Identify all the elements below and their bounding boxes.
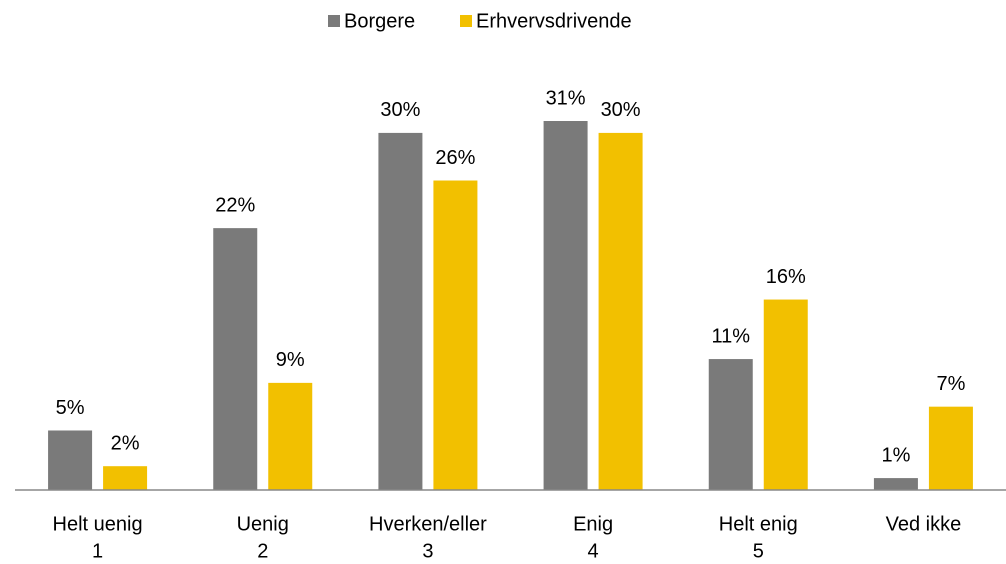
value-label: 7%	[936, 373, 965, 395]
bar	[268, 382, 313, 490]
value-label: 30%	[380, 99, 420, 121]
bar	[708, 359, 753, 490]
x-tick-label: Enig	[573, 513, 613, 535]
value-label: 5%	[56, 397, 85, 419]
value-label: 30%	[601, 99, 641, 121]
value-label: 2%	[111, 432, 140, 454]
value-label: 31%	[546, 87, 586, 109]
x-tick-label: 4	[588, 540, 599, 562]
legend-swatch	[460, 15, 472, 27]
value-label: 22%	[215, 194, 255, 216]
x-tick-label: 2	[257, 540, 268, 562]
value-label: 26%	[435, 147, 475, 169]
bar	[873, 478, 918, 490]
bar	[543, 121, 588, 490]
bar	[378, 132, 423, 490]
x-tick-label: Helt uenig	[53, 513, 143, 535]
x-tick-label: 5	[753, 540, 764, 562]
x-tick-label: Hverken/eller	[369, 513, 487, 535]
legend-label: Borgere	[344, 10, 415, 32]
value-label: 16%	[766, 266, 806, 288]
bar	[763, 299, 808, 490]
bar	[48, 430, 93, 490]
bar	[928, 406, 973, 490]
legend-swatch	[328, 15, 340, 27]
x-tick-label: 1	[92, 540, 103, 562]
value-label: 11%	[711, 325, 750, 347]
bar	[598, 132, 643, 490]
x-tick-label: Ved ikke	[886, 513, 962, 535]
x-tick-label: 3	[422, 540, 433, 562]
x-tick-label: Uenig	[237, 513, 289, 535]
x-tick-label: Helt enig	[719, 513, 798, 535]
legend-label: Erhvervsdrivende	[476, 10, 632, 32]
bar	[103, 466, 148, 490]
value-label: 9%	[276, 349, 305, 371]
value-label: 1%	[881, 444, 910, 466]
bar	[213, 228, 258, 490]
bar	[433, 180, 478, 491]
